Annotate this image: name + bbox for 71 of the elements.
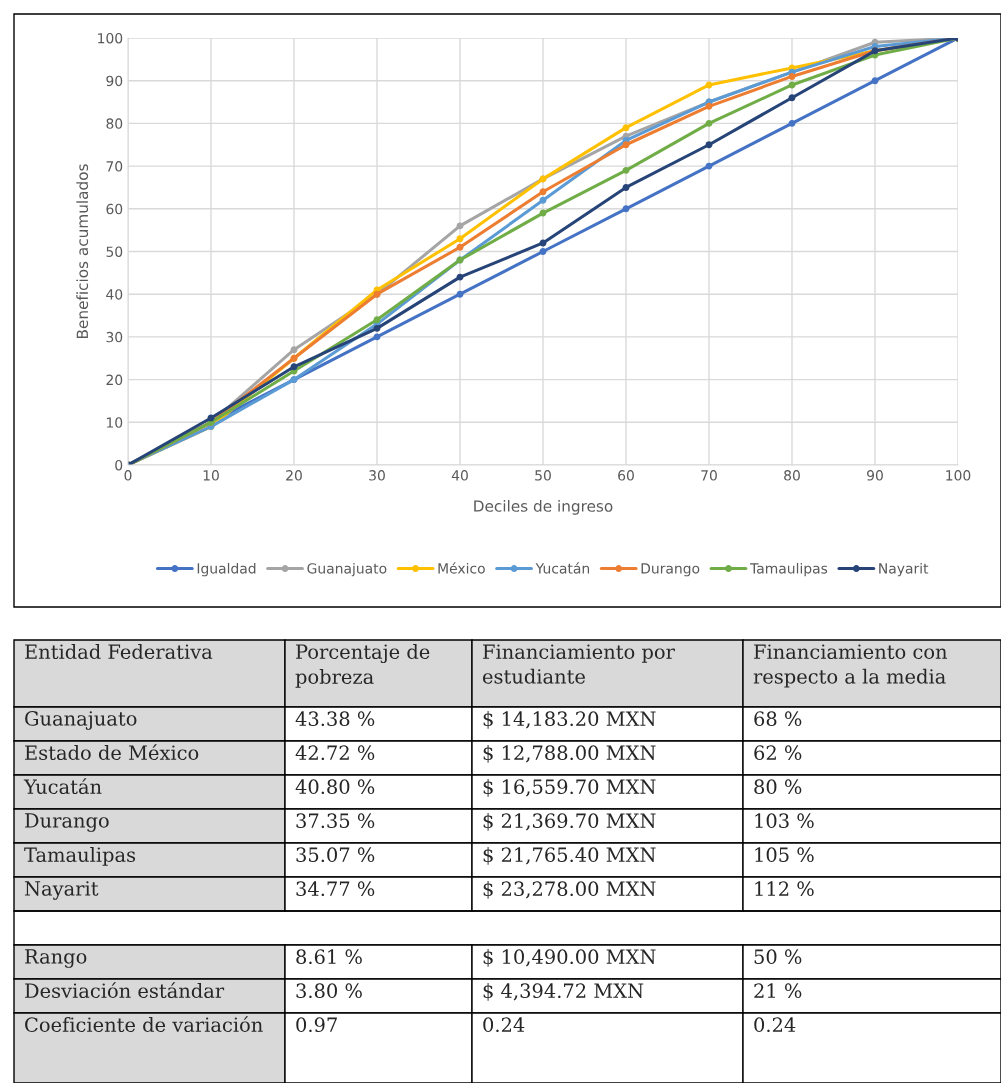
text: 3.80 % <box>296 983 362 999</box>
y-tick-label: 90 <box>106 75 123 87</box>
y-tick-label: 100 <box>98 32 123 44</box>
category-label: Desviación estándar <box>25 982 225 999</box>
text: 34.77 % <box>296 881 375 897</box>
legend-label: Durango <box>641 563 700 577</box>
y-tick-label: 30 <box>106 331 123 343</box>
text: 112 % <box>755 881 814 897</box>
legend-label: Nayarit <box>879 562 929 577</box>
text: 80 % <box>754 779 802 795</box>
category-label: Tamaulipas <box>24 847 136 866</box>
text: 62 % <box>754 745 802 761</box>
text: $ 10,490.00 MXN <box>483 949 656 967</box>
x-tick-label: 70 <box>701 470 717 481</box>
category-label: Entidad Federativa <box>25 644 213 660</box>
category-label: Coeficiente de variación <box>25 1016 263 1033</box>
x-axis-title: Deciles de ingreso <box>474 499 613 515</box>
text: 35.07 % <box>296 847 375 863</box>
x-tick-label: 80 <box>784 470 800 481</box>
legend-label: Tamaulipas <box>750 562 828 577</box>
legend-label: Yucatán <box>535 562 590 574</box>
text: 50 % <box>754 949 802 965</box>
text: $ 4,394.72 MXN <box>483 983 644 1001</box>
y-tick-label: 40 <box>106 289 123 300</box>
text: 68 % <box>754 711 802 727</box>
x-tick-label: 20 <box>286 470 302 481</box>
text: $ 16,559.70 MXN <box>483 779 656 797</box>
category-label: Porcentaje de pobreza <box>295 644 430 688</box>
x-tick-label: 90 <box>867 470 883 481</box>
category-label: Financiamiento por estudiante <box>482 644 675 684</box>
text: 0.97 <box>296 1017 337 1033</box>
text: $ 14,183.20 MXN <box>483 711 656 729</box>
legend-label: México <box>438 562 485 574</box>
x-tick-label: 40 <box>451 470 468 481</box>
y-tick-label: 10 <box>106 417 123 428</box>
x-tick-label: 0 <box>124 470 132 481</box>
category-label: Estado de México <box>25 744 199 761</box>
x-tick-label: 60 <box>618 470 634 481</box>
text: 105 % <box>755 847 814 863</box>
category-label: Yucatán <box>23 778 102 795</box>
category-label: Guanajuato <box>25 711 137 730</box>
category-label: Financiamiento con respecto a la media <box>753 644 948 688</box>
x-tick-label: 50 <box>535 470 551 481</box>
y-tick-label: 60 <box>106 203 123 215</box>
legend-label: Guanajuato <box>307 562 387 577</box>
text: $ 12,788.00 MXN <box>483 745 656 763</box>
text: 0.24 <box>754 1017 796 1033</box>
text: 0.24 <box>483 1017 525 1033</box>
text: 103 % <box>755 813 814 829</box>
text: 21 % <box>754 983 802 999</box>
text: 40.80 % <box>295 779 375 795</box>
x-tick-label: 100 <box>946 470 971 481</box>
category-label: Durango <box>25 813 109 832</box>
text: $ 21,369.70 MXN <box>483 813 656 831</box>
text: $ 23,278.00 MXN <box>483 881 656 899</box>
y-tick-label: 50 <box>106 246 123 257</box>
y-tick-label: 80 <box>106 118 123 129</box>
category-label: Rango <box>25 949 87 968</box>
y-tick-label: 0 <box>115 459 123 471</box>
text: 8.61 % <box>296 949 362 965</box>
text: 37.35 % <box>296 813 375 829</box>
y-tick-label: 70 <box>106 161 123 172</box>
text: 43.38 % <box>295 711 375 727</box>
text: 42.72 % <box>295 745 375 761</box>
text: $ 21,765.40 MXN <box>483 847 656 865</box>
x-tick-label: 10 <box>203 470 219 481</box>
legend-label: Igualdad <box>197 562 256 577</box>
x-tick-label: 30 <box>369 470 385 481</box>
y-tick-label: 20 <box>106 374 123 386</box>
category-label: Nayarit <box>24 881 99 900</box>
y-axis-title: Beneficios acumulados <box>76 164 89 339</box>
